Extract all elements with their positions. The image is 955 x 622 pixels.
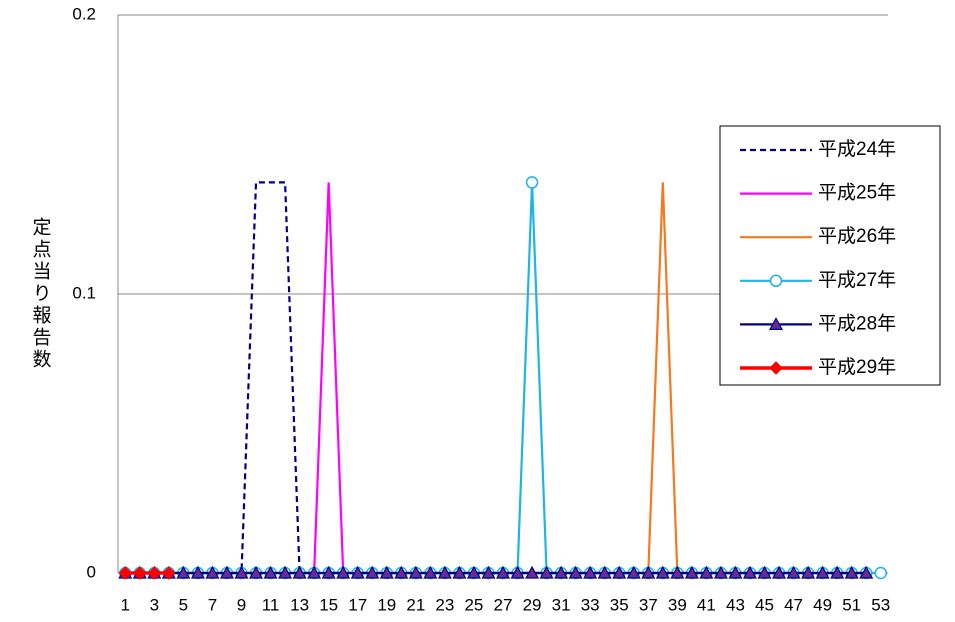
x-tick-label: 53 — [871, 595, 890, 614]
marker — [307, 565, 322, 579]
marker — [292, 565, 307, 579]
marker — [481, 565, 496, 579]
marker — [699, 565, 714, 579]
marker — [670, 565, 685, 579]
legend-label: 平成27年 — [818, 269, 896, 291]
x-tick-label: 19 — [377, 595, 396, 614]
x-tick-label: 41 — [697, 595, 716, 614]
marker — [394, 565, 409, 579]
marker — [147, 566, 162, 580]
legend-label: 平成24年 — [818, 138, 896, 160]
marker — [684, 565, 699, 579]
x-tick-label: 47 — [784, 595, 803, 614]
x-tick-label: 33 — [581, 595, 600, 614]
marker — [757, 565, 772, 579]
x-tick-label: 43 — [726, 595, 745, 614]
x-tick-label: 27 — [494, 595, 513, 614]
marker — [859, 565, 874, 579]
x-tick-label: 23 — [435, 595, 454, 614]
marker — [408, 565, 423, 579]
marker — [336, 565, 351, 579]
marker — [423, 565, 438, 579]
marker — [597, 565, 612, 579]
x-tick-label: 31 — [552, 595, 571, 614]
marker — [321, 565, 336, 579]
y-tick-label: 0.2 — [72, 4, 96, 23]
marker — [713, 565, 728, 579]
marker — [118, 566, 132, 580]
marker — [583, 565, 598, 579]
marker — [350, 565, 365, 579]
x-tick-label: 11 — [262, 595, 280, 614]
marker — [815, 565, 830, 579]
marker — [495, 565, 511, 579]
marker — [176, 565, 191, 579]
marker — [525, 176, 539, 189]
marker — [568, 565, 583, 579]
x-tick-label: 1 — [121, 595, 130, 614]
marker — [133, 566, 147, 580]
x-tick-label: 25 — [464, 595, 483, 614]
x-tick-label: 29 — [523, 595, 542, 614]
marker — [249, 565, 264, 579]
x-tick-label: 45 — [755, 595, 774, 614]
marker — [510, 565, 525, 579]
x-tick-label: 13 — [290, 595, 309, 614]
marker — [190, 565, 205, 579]
x-tick-label: 3 — [150, 595, 159, 614]
marker — [844, 565, 859, 579]
marker — [554, 565, 569, 579]
marker — [830, 565, 845, 579]
marker — [263, 565, 278, 579]
y-tick-label: 0 — [87, 562, 96, 581]
x-tick-label: 39 — [668, 595, 687, 614]
x-tick-label: 15 — [319, 595, 338, 614]
marker — [769, 361, 783, 375]
x-tick-label: 49 — [813, 595, 832, 614]
marker — [769, 274, 783, 288]
legend-box — [719, 125, 941, 386]
legend-label: 平成28年 — [818, 312, 896, 334]
marker — [162, 566, 176, 580]
x-tick-label: 37 — [639, 595, 658, 614]
marker — [365, 565, 380, 579]
y-axis-title: 定点当り報告数 — [30, 217, 52, 371]
marker — [626, 565, 641, 579]
marker — [437, 565, 452, 579]
x-tick-label: 21 — [406, 595, 425, 614]
marker — [379, 565, 394, 579]
legend-label: 平成29年 — [818, 356, 896, 378]
x-tick-label: 51 — [842, 595, 861, 614]
y-tick-label: 0.1 — [72, 283, 96, 302]
marker — [786, 565, 801, 579]
x-tick-label: 7 — [208, 595, 217, 614]
marker — [768, 317, 784, 330]
marker — [874, 566, 887, 580]
marker — [278, 565, 293, 579]
marker — [525, 565, 540, 579]
marker — [772, 565, 787, 579]
legend-label: 平成25年 — [818, 182, 896, 204]
marker — [728, 565, 743, 579]
marker — [452, 565, 467, 579]
marker — [539, 565, 554, 579]
marker — [641, 565, 656, 579]
marker — [219, 565, 234, 579]
x-tick-label: 35 — [610, 595, 629, 614]
marker — [655, 565, 670, 579]
x-tick-label: 17 — [348, 595, 367, 614]
x-tick-label: 5 — [179, 595, 188, 614]
marker — [466, 565, 481, 579]
legend-label: 平成26年 — [818, 225, 896, 247]
x-tick-label: 9 — [237, 595, 246, 614]
marker — [205, 565, 220, 579]
marker — [742, 565, 757, 579]
marker — [234, 565, 249, 579]
marker — [801, 565, 816, 579]
marker — [612, 565, 627, 579]
